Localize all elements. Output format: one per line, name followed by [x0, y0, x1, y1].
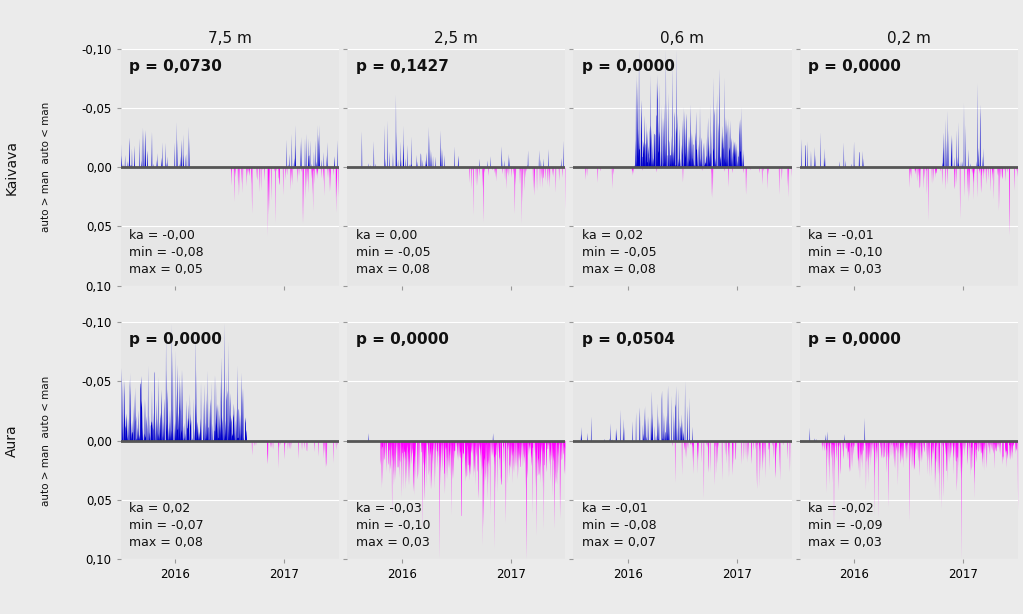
Text: 7,5 m: 7,5 m [208, 31, 252, 46]
Text: auto > man  auto < man: auto > man auto < man [41, 102, 51, 233]
Text: 0,6 m: 0,6 m [661, 31, 705, 46]
Text: 0,2 m: 0,2 m [887, 31, 931, 46]
Text: ka = -0,01
min = -0,08
max = 0,07: ka = -0,01 min = -0,08 max = 0,07 [582, 502, 657, 550]
Text: p = 0,1427: p = 0,1427 [356, 58, 449, 74]
Text: p = 0,0000: p = 0,0000 [808, 332, 901, 347]
Text: Aura: Aura [5, 424, 19, 457]
Text: ka = 0,00
min = -0,05
max = 0,08: ka = 0,00 min = -0,05 max = 0,08 [356, 229, 431, 276]
Text: ka = 0,02
min = -0,05
max = 0,08: ka = 0,02 min = -0,05 max = 0,08 [582, 229, 657, 276]
Text: auto > man  auto < man: auto > man auto < man [41, 375, 51, 506]
Text: 2,5 m: 2,5 m [434, 31, 478, 46]
Text: p = 0,0000: p = 0,0000 [808, 58, 901, 74]
Text: p = 0,0504: p = 0,0504 [582, 332, 675, 347]
Text: ka = -0,01
min = -0,10
max = 0,03: ka = -0,01 min = -0,10 max = 0,03 [808, 229, 883, 276]
Text: p = 0,0000: p = 0,0000 [582, 58, 675, 74]
Text: ka = -0,02
min = -0,09
max = 0,03: ka = -0,02 min = -0,09 max = 0,03 [808, 502, 883, 550]
Text: Kaivava: Kaivava [5, 140, 19, 195]
Text: ka = 0,02
min = -0,07
max = 0,08: ka = 0,02 min = -0,07 max = 0,08 [130, 502, 204, 550]
Text: p = 0,0000: p = 0,0000 [356, 332, 449, 347]
Text: p = 0,0000: p = 0,0000 [130, 332, 222, 347]
Text: ka = -0,00
min = -0,08
max = 0,05: ka = -0,00 min = -0,08 max = 0,05 [130, 229, 204, 276]
Text: ka = -0,03
min = -0,10
max = 0,03: ka = -0,03 min = -0,10 max = 0,03 [356, 502, 431, 550]
Text: p = 0,0730: p = 0,0730 [130, 58, 222, 74]
